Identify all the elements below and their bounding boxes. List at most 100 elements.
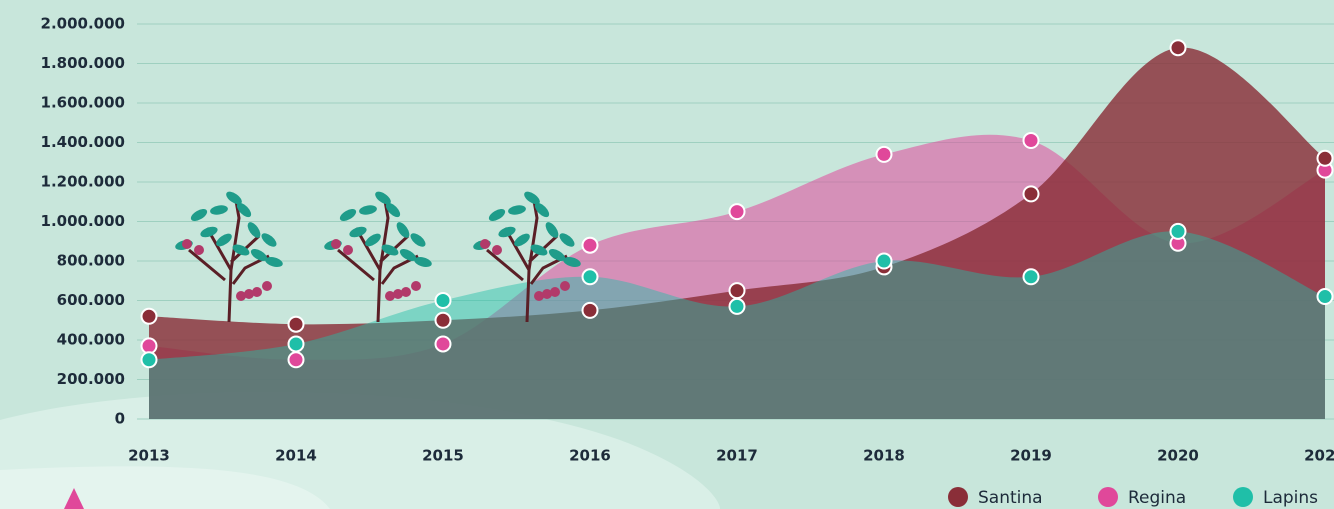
data-point	[728, 203, 746, 221]
tree	[175, 191, 283, 323]
cherry	[411, 281, 421, 291]
legend-label: Lapins	[1263, 488, 1318, 508]
data-point	[434, 311, 452, 329]
leaf	[250, 249, 268, 261]
legend-label: Regina	[1128, 488, 1186, 508]
cherry	[182, 239, 192, 249]
leaf	[261, 233, 277, 247]
legend-swatch	[1098, 487, 1118, 507]
y-tick-label: 200.000	[57, 370, 125, 388]
leaf	[232, 244, 250, 256]
data-point	[728, 282, 746, 300]
trees	[175, 191, 581, 323]
data-point	[581, 268, 599, 286]
cherry	[560, 281, 570, 291]
leaf	[559, 233, 575, 247]
decor-triangle	[64, 488, 84, 509]
y-tick-label: 400.000	[57, 331, 125, 349]
x-tick-label: 2019	[1010, 447, 1052, 465]
leaf	[236, 202, 252, 218]
y-tick-label: 1.200.000	[41, 173, 125, 191]
leaf	[548, 249, 566, 261]
data-point	[728, 297, 746, 315]
leaf	[265, 257, 283, 267]
data-point	[140, 337, 158, 355]
data-point	[434, 335, 452, 353]
cherry	[331, 239, 341, 249]
leaf	[349, 226, 367, 238]
data-point	[1022, 268, 1040, 286]
cherry	[550, 287, 560, 297]
cherry	[262, 281, 272, 291]
leaf	[396, 222, 410, 238]
legend-label: Santina	[978, 488, 1043, 508]
y-tick-label: 0	[115, 410, 125, 428]
y-tick-label: 1.000.000	[41, 212, 125, 230]
data-point	[581, 236, 599, 254]
y-tick-label: 1.600.000	[41, 94, 125, 112]
y-tick-label: 1.400.000	[41, 133, 125, 151]
leaf	[545, 222, 559, 238]
y-tick-label: 800.000	[57, 252, 125, 270]
data-point	[140, 307, 158, 325]
x-tick-label: 2015	[422, 447, 464, 465]
leaf	[488, 209, 506, 221]
leaf	[216, 233, 232, 247]
data-point	[1169, 39, 1187, 57]
data-point	[1022, 132, 1040, 150]
cherry	[480, 239, 490, 249]
leaf	[375, 191, 391, 205]
leaf	[534, 202, 550, 218]
leaf	[381, 244, 399, 256]
cherry	[492, 245, 502, 255]
x-tick-label: 2016	[569, 447, 611, 465]
cherry	[542, 289, 552, 299]
data-point	[287, 315, 305, 333]
data-point	[1022, 185, 1040, 203]
leaf	[226, 191, 242, 205]
cherry	[244, 289, 254, 299]
leaf	[530, 244, 548, 256]
leaf	[410, 233, 426, 247]
x-tick-label: 2018	[863, 447, 905, 465]
cherry	[343, 245, 353, 255]
data-point	[875, 252, 893, 270]
data-point	[1169, 222, 1187, 240]
tree	[324, 191, 432, 323]
leaf	[385, 202, 401, 218]
background-blob	[0, 466, 330, 509]
x-tick-label: 2021	[1304, 447, 1334, 465]
cherry	[385, 291, 395, 301]
leaf	[524, 191, 540, 205]
leaf	[359, 205, 377, 215]
data-point	[1316, 288, 1334, 306]
leaf	[399, 249, 417, 261]
leaf	[563, 257, 581, 267]
data-point	[1316, 149, 1334, 167]
cherry	[252, 287, 262, 297]
y-tick-label: 2.000.000	[41, 15, 125, 33]
cherry	[236, 291, 246, 301]
legend-swatch	[1233, 487, 1253, 507]
leaf	[498, 226, 516, 238]
x-tick-label: 2017	[716, 447, 758, 465]
data-point	[581, 301, 599, 319]
y-tick-label: 1.800.000	[41, 54, 125, 72]
leaf	[365, 233, 381, 247]
legend-swatch	[948, 487, 968, 507]
x-tick-label: 2013	[128, 447, 170, 465]
leaf	[514, 233, 530, 247]
leaf	[247, 222, 261, 238]
leaf	[200, 226, 218, 238]
leaf	[508, 205, 526, 215]
cherry	[194, 245, 204, 255]
data-point	[875, 145, 893, 163]
leaf	[210, 205, 228, 215]
leaf	[190, 209, 208, 221]
leaf	[339, 209, 357, 221]
cherry	[534, 291, 544, 301]
tree	[473, 191, 581, 323]
x-tick-label: 2014	[275, 447, 317, 465]
data-point	[287, 335, 305, 353]
